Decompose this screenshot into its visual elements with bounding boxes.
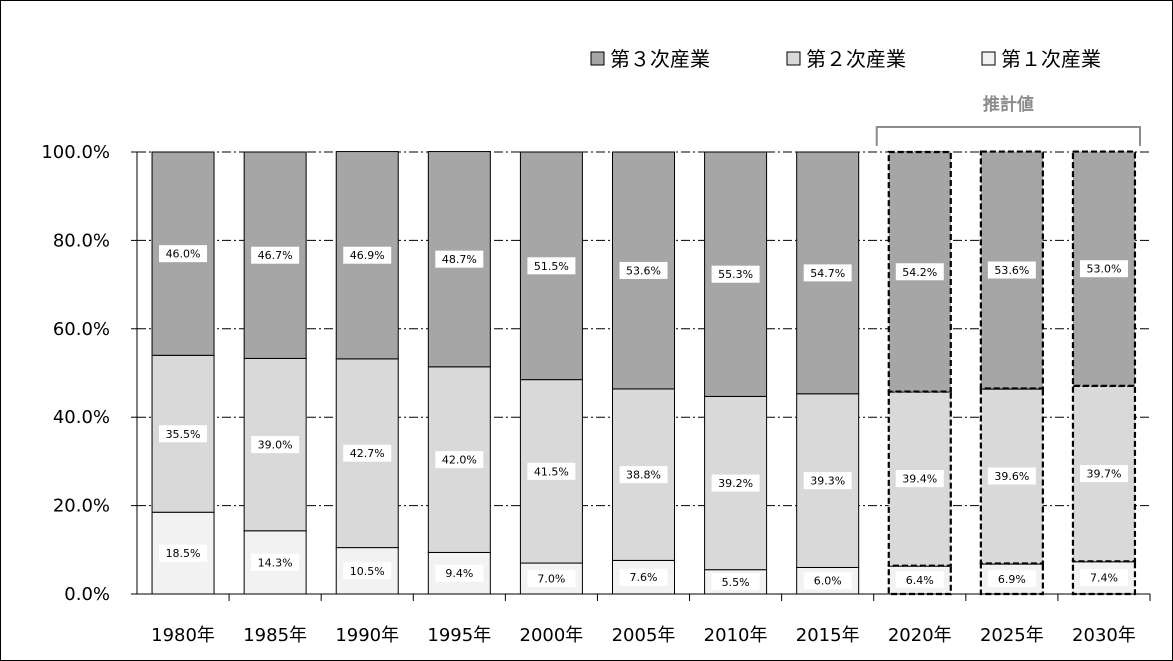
data-label: 7.6% <box>630 571 658 584</box>
data-label-box <box>987 570 1036 588</box>
data-label: 38.8% <box>626 469 661 482</box>
data-label: 41.5% <box>534 465 569 478</box>
data-label-box <box>527 257 576 275</box>
data-label: 9.4% <box>445 567 473 580</box>
data-label: 6.9% <box>998 573 1026 586</box>
data-label: 46.9% <box>350 249 385 262</box>
data-label: 14.3% <box>258 556 293 569</box>
data-label: 53.6% <box>626 264 661 277</box>
data-label: 51.5% <box>534 260 569 273</box>
x-tick-label: 2010年 <box>704 625 768 646</box>
x-tick-label: 2000年 <box>520 625 584 646</box>
data-label-box <box>435 250 484 268</box>
data-label-box <box>895 571 944 589</box>
y-tick-label: 0.0% <box>64 584 110 605</box>
x-tick-label: 1980年 <box>151 625 215 646</box>
y-tick-label: 20.0% <box>53 496 110 517</box>
data-label-box <box>159 245 208 263</box>
data-label-box <box>1079 260 1128 278</box>
data-label-box <box>711 474 760 492</box>
legend: 第３次産業 第２次産業 第１次産業 <box>590 47 1101 71</box>
data-label: 39.6% <box>994 470 1029 483</box>
data-label-box <box>343 444 392 462</box>
data-labels: 18.5% 35.5% 46.0% 14.3% 39.0% 46.7% 10.5% 42.7%… <box>159 245 1128 591</box>
data-label-box <box>1079 465 1128 483</box>
data-label: 39.7% <box>1086 468 1121 481</box>
legend-swatch <box>981 51 996 66</box>
legend-label: 第３次産業 <box>610 47 710 71</box>
data-label: 18.5% <box>166 547 201 560</box>
data-label: 39.2% <box>718 477 753 490</box>
data-label: 55.3% <box>718 268 753 281</box>
data-label: 46.0% <box>166 248 201 261</box>
data-label-box <box>251 553 300 571</box>
x-tick-label: 1985年 <box>243 625 307 646</box>
legend-label: 第１次産業 <box>1001 47 1101 71</box>
data-label: 48.7% <box>442 253 477 266</box>
data-label-box <box>803 472 852 490</box>
data-label-box <box>1079 569 1128 587</box>
data-label: 54.7% <box>810 267 845 280</box>
data-label: 6.4% <box>906 574 934 587</box>
data-label-box <box>987 261 1036 279</box>
data-label-box <box>527 570 576 588</box>
data-label: 7.4% <box>1090 572 1118 585</box>
data-label: 39.0% <box>258 439 293 452</box>
data-label: 42.0% <box>442 454 477 467</box>
y-tick-label: 40.0% <box>53 407 110 428</box>
x-tick-label: 1995年 <box>427 625 491 646</box>
data-label: 7.0% <box>537 573 565 586</box>
bars <box>151 150 1137 596</box>
data-label-box <box>711 265 760 283</box>
data-label: 39.3% <box>810 475 845 488</box>
y-tick-label: 60.0% <box>53 319 110 340</box>
data-label: 39.4% <box>902 473 937 486</box>
data-label-box <box>159 544 208 562</box>
data-label: 42.7% <box>350 447 385 460</box>
data-label-box <box>435 564 484 582</box>
legend-label: 第２次産業 <box>806 47 906 71</box>
data-label: 10.5% <box>350 565 385 578</box>
data-label-box <box>711 573 760 591</box>
data-label: 54.2% <box>902 266 937 279</box>
y-tick-label: 100.0% <box>41 142 110 163</box>
data-label-box <box>619 466 668 484</box>
data-label-box <box>803 572 852 590</box>
data-label-box <box>987 467 1036 485</box>
data-label-box <box>619 261 668 279</box>
data-label: 53.0% <box>1086 263 1121 276</box>
x-tick-label: 2015年 <box>796 625 860 646</box>
x-tick-label: 1990年 <box>335 625 399 646</box>
y-tick-label: 80.0% <box>53 230 110 251</box>
data-label-box <box>251 246 300 264</box>
axes: 0.0% 20.0% 40.0% 60.0% 80.0% 100.0% 1980年 1985年… <box>41 142 1151 646</box>
data-label-box <box>343 246 392 264</box>
x-tick-label: 2025年 <box>980 625 1044 646</box>
data-label-box <box>159 425 208 443</box>
data-label: 35.5% <box>166 428 201 441</box>
estimate-bracket <box>875 126 1141 146</box>
legend-swatch <box>590 51 605 66</box>
estimate-label: 推計値 <box>983 94 1034 115</box>
data-label-box <box>895 470 944 488</box>
data-label-box <box>619 568 668 586</box>
data-label-box <box>803 264 852 282</box>
data-label-box <box>435 451 484 469</box>
data-label: 46.7% <box>258 249 293 262</box>
legend-swatch <box>786 51 801 66</box>
data-label-box <box>895 263 944 281</box>
data-label: 53.6% <box>994 264 1029 277</box>
data-label: 5.5% <box>722 576 750 589</box>
x-tick-label: 2020年 <box>888 625 952 646</box>
estimate-annotation: 推計値 <box>875 94 1141 146</box>
data-label-box <box>527 462 576 480</box>
data-label: 6.0% <box>814 575 842 588</box>
data-label-box <box>251 436 300 454</box>
data-label-box <box>343 562 392 580</box>
x-tick-label: 2005年 <box>612 625 676 646</box>
x-tick-label: 2030年 <box>1072 625 1136 646</box>
